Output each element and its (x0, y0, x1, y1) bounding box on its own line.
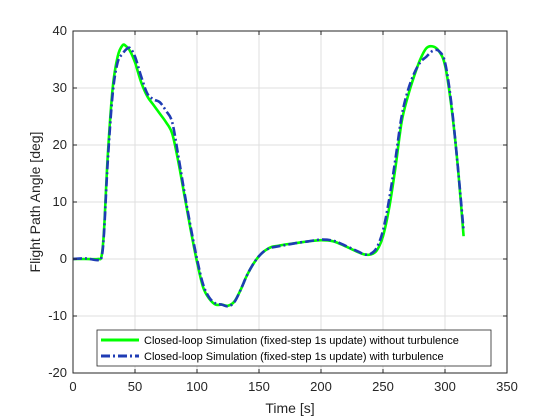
series-layer (72, 43, 465, 308)
y-axis-label: Flight Path Angle [deg] (27, 132, 43, 273)
y-tick-label: 20 (53, 137, 67, 152)
x-tick-label: 100 (186, 379, 208, 394)
x-tick-label: 50 (128, 379, 142, 394)
series-line-with-turbulence (72, 46, 465, 308)
legend-label-without-turbulence: Closed-loop Simulation (fixed-step 1s up… (144, 335, 459, 347)
legend: Closed-loop Simulation (fixed-step 1s up… (96, 329, 492, 367)
y-tick-label: 30 (53, 80, 67, 95)
y-tick-label: -10 (48, 308, 67, 323)
y-tick-label: 0 (60, 251, 67, 266)
x-tick-label: 350 (496, 379, 518, 394)
x-tick-label: 250 (372, 379, 394, 394)
x-ticks: 0 50 100 150 200 250 300 350 (69, 31, 518, 394)
y-tick-label: 10 (53, 194, 67, 209)
x-axis-label: Time [s] (265, 400, 314, 416)
y-tick-label: -20 (48, 365, 67, 380)
legend-box (96, 329, 492, 367)
x-tick-label: 150 (248, 379, 270, 394)
x-tick-label: 300 (434, 379, 456, 394)
x-tick-label: 200 (310, 379, 332, 394)
y-ticks: -20 -10 0 10 20 30 40 (48, 23, 507, 380)
x-tick-label: 0 (69, 379, 76, 394)
legend-label-with-turbulence: Closed-loop Simulation (fixed-step 1s up… (144, 351, 444, 363)
y-tick-label: 40 (53, 23, 67, 38)
